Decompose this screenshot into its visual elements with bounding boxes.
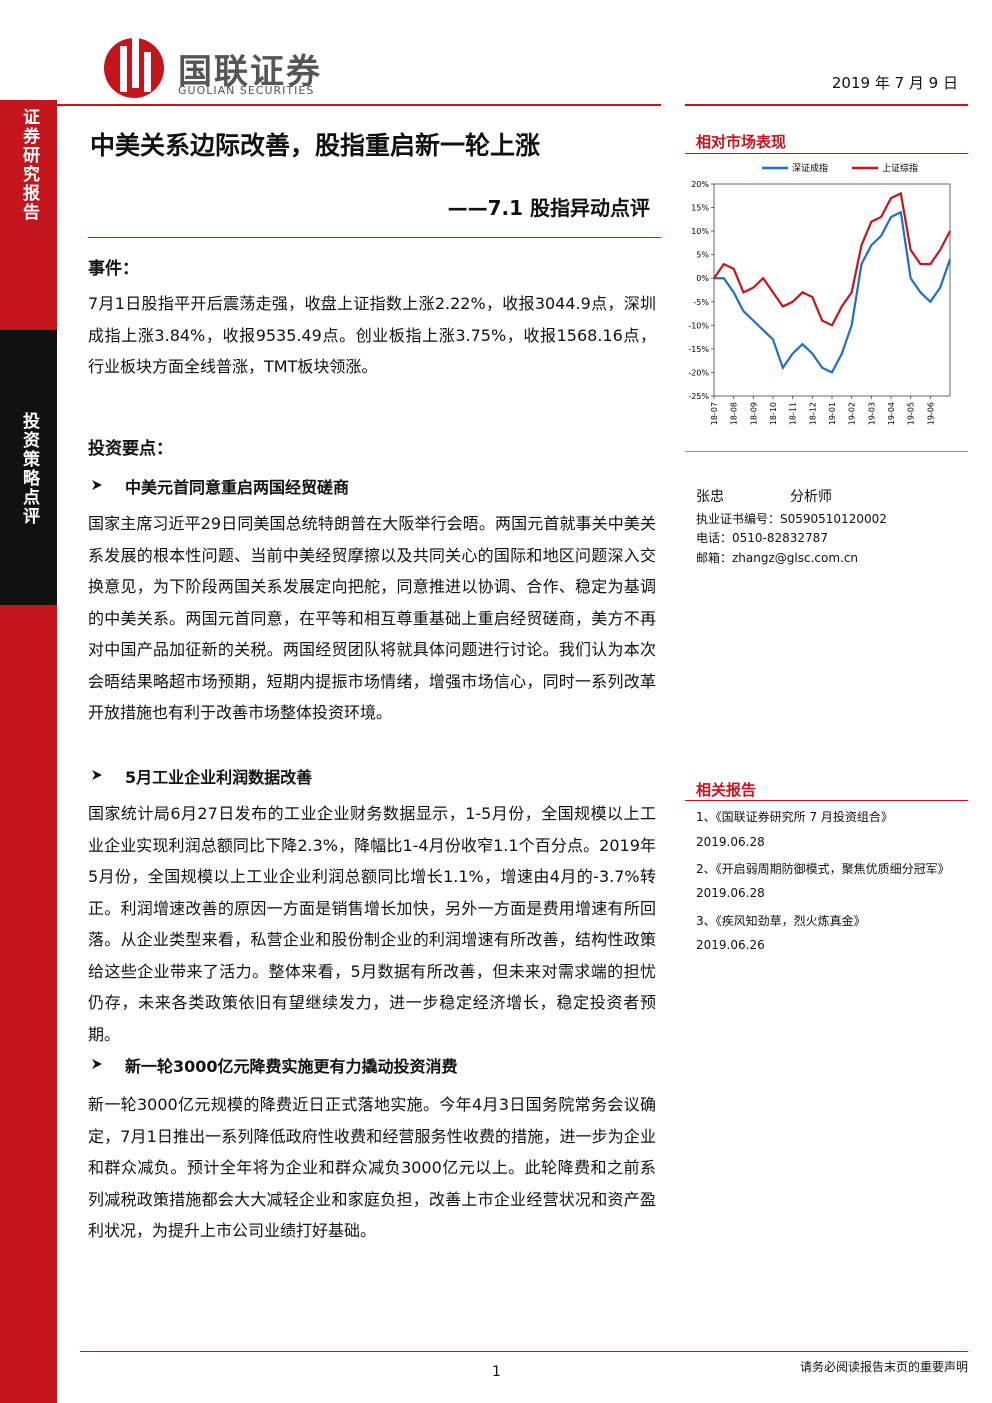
- bullet: [92, 770, 102, 780]
- related-title: 2、《开启弱周期防御模式，聚焦优质细分冠军》: [696, 862, 950, 876]
- analyst-email: 邮箱：zhangz@glsc.com.cn: [696, 551, 859, 565]
- chart: -25% -20% -15% -10% -5% 0% 5% 10% 15% 20% 18-07 18-…: [688, 162, 952, 425]
- x-tick-label: 19-04: [887, 402, 896, 425]
- related-date: 2019.06.28: [696, 835, 765, 849]
- point-text: 国家主席习近平29日同美国总统特朗普在大阪举行会晤。两国元首就事关中美关系发展的…: [88, 514, 656, 722]
- x-tick-label: 18-09: [749, 402, 758, 425]
- event-text: 7月1日股指平开后震荡走强，收盘上证指数上涨2.22%，收报3044.9点，深圳…: [88, 294, 656, 376]
- x-tick-label: 18-07: [710, 402, 719, 425]
- series-line: [714, 210, 952, 374]
- point-text: 国家统计局6月27日发布的工业企业财务数据显示，1-5月份，全国规模以上工业企业…: [88, 804, 656, 1044]
- event-heading: 事件：: [88, 259, 139, 279]
- y-tick-label: -15%: [688, 345, 709, 354]
- y-tick-label: -25%: [688, 392, 709, 401]
- logo-mark: [104, 38, 164, 98]
- y-tick-label: 0%: [696, 274, 709, 283]
- logo-text: 国联证券: [178, 52, 322, 92]
- x-tick-label: 18-11: [789, 402, 798, 425]
- related-rule: [685, 800, 968, 801]
- header-rule: [57, 104, 661, 106]
- y-tick-label: -20%: [688, 368, 709, 377]
- point-heading: 中美元首同意重启两国经贸磋商: [125, 478, 350, 497]
- y-tick-label: 15%: [691, 204, 709, 213]
- title: 中美关系边际改善，股指重启新一轮上涨: [90, 131, 541, 160]
- analyst-name: 张忠: [696, 489, 724, 505]
- series-line: [713, 191, 951, 327]
- analyst-phone: 电话：0510-82832787: [696, 531, 828, 545]
- point-heading: 新一轮3000亿元降费实施更有力撬动投资消费: [125, 1057, 458, 1076]
- y-tick-label: 20%: [691, 180, 709, 189]
- bullet: [92, 1059, 102, 1069]
- x-tick-label: 19-03: [867, 402, 876, 425]
- y-tick-label: 10%: [691, 227, 709, 236]
- related-title: 3、《疾风知劲草，烈火炼真金》: [696, 914, 866, 928]
- header-rule-right: [685, 104, 968, 106]
- sidebar-block: [0, 330, 57, 605]
- title-rule: [88, 237, 661, 238]
- chart-title: 相对市场表现: [696, 133, 787, 151]
- chart-rule: [685, 153, 968, 154]
- x-tick-label: 19-05: [907, 402, 916, 425]
- related-heading: 相关报告: [696, 781, 757, 799]
- x-tick-label: 19-02: [848, 402, 857, 425]
- x-tick-label: 18-10: [769, 402, 778, 425]
- points-heading: 投资要点：: [88, 439, 173, 459]
- disclaimer: 请务必阅读报告末页的重要声明: [799, 1360, 968, 1374]
- y-tick-label: -5%: [693, 298, 709, 307]
- analyst-cert: 执业证书编号：S0590510120002: [696, 512, 887, 526]
- related-date: 2019.06.28: [696, 886, 765, 900]
- y-tick-label: 5%: [696, 251, 709, 260]
- page-number: 1: [492, 1364, 501, 1380]
- y-tick-label: -10%: [688, 321, 709, 330]
- sidebar-top: 证券研究报告: [19, 108, 39, 222]
- logo-en: GUOLIAN SECURITIES: [178, 84, 315, 97]
- related-title: 1、《国联证券研究所 7 月投资组合》: [696, 810, 893, 824]
- analyst-rule: [685, 451, 968, 452]
- x-tick-label: 19-06: [926, 402, 935, 425]
- report-date: 2019 年 7 月 9 日: [831, 74, 958, 92]
- analyst-role: 分析师: [790, 489, 832, 505]
- x-tick-label: 18-12: [808, 402, 817, 425]
- point-heading: 5月工业企业利润数据改善: [125, 768, 313, 787]
- subtitle: ——7.1 股指异动点评: [447, 196, 650, 220]
- point-text: 新一轮3000亿元规模的降费近日正式落地实施。今年4月3日国务院常务会议确定，7…: [88, 1095, 656, 1240]
- sidebar-strip: [0, 100, 57, 1403]
- legend-label: 深证成指: [792, 162, 828, 174]
- footer-rule: [80, 1351, 968, 1352]
- sidebar-bottom: 投资策略点评: [19, 412, 39, 526]
- related-date: 2019.06.26: [696, 938, 765, 952]
- x-tick-label: 19-01: [828, 402, 837, 425]
- legend-label: 上证综指: [882, 162, 918, 174]
- bullet: [92, 480, 102, 490]
- x-tick-label: 18-08: [730, 402, 739, 425]
